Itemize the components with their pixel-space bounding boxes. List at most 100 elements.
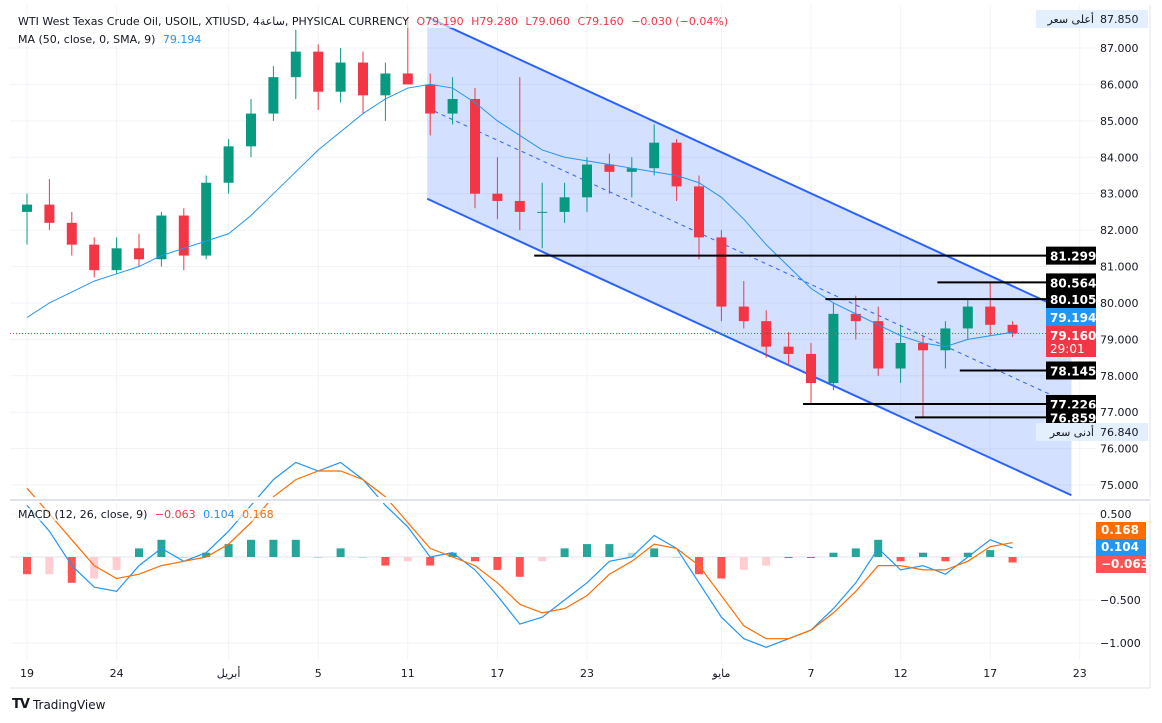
- macd-histogram-bar: [650, 548, 659, 557]
- macd-histogram-bar: [896, 557, 905, 562]
- candle-body: [111, 248, 122, 271]
- level-price-tag: [1046, 290, 1096, 309]
- macd-histogram-bar: [851, 548, 860, 557]
- candle-body: [178, 215, 189, 256]
- macd-label: MACD (12, 26, close, 9): [18, 508, 148, 521]
- macd-histogram-bar: [448, 552, 457, 557]
- date-tick-label: 11: [401, 667, 415, 680]
- candle-body: [649, 142, 660, 169]
- macd-histogram-bar: [247, 539, 255, 557]
- countdown-label: 29:01: [1050, 342, 1085, 356]
- candle-body: [828, 313, 839, 384]
- open-value: O79.190: [416, 15, 464, 28]
- macd-histogram-bar: [986, 550, 995, 557]
- macd-histogram-bar: [829, 552, 838, 557]
- macd-histogram-bar: [359, 557, 367, 558]
- candle-body: [738, 306, 749, 322]
- candle-body: [246, 113, 256, 147]
- macd-histogram-bar: [471, 557, 479, 562]
- macd-signal-tag: [1096, 522, 1146, 539]
- candle-body: [694, 186, 704, 238]
- price-tick-label: 78.000: [1100, 370, 1139, 383]
- candle-body: [1007, 324, 1018, 334]
- candle-body: [783, 346, 794, 354]
- candle-body: [537, 211, 548, 213]
- current-price-label: 79.160: [1050, 329, 1096, 343]
- signal-line: [26, 470, 1013, 640]
- low-value: L79.060: [525, 15, 570, 28]
- candle-body: [806, 353, 816, 384]
- macd-histogram-bar: [963, 552, 972, 557]
- candle-body: [918, 343, 928, 351]
- candle-body: [22, 204, 32, 212]
- current-price-tag: [1046, 326, 1096, 357]
- tradingview-footer[interactable]: TV TradingView: [12, 697, 105, 712]
- candle-body: [223, 146, 234, 183]
- level-price-label: 78.145: [1050, 364, 1096, 378]
- brand-name: TradingView: [32, 697, 106, 712]
- level-price-tag: [1046, 273, 1096, 292]
- macd-hist-tag-label: −0.063: [1101, 557, 1149, 571]
- macd-signal-value: 0.168: [242, 508, 274, 521]
- change-value: −0.030 (−0.04%): [631, 15, 729, 28]
- date-tick-label: 23: [580, 667, 594, 680]
- macd-histogram-bar: [807, 557, 815, 558]
- candle-body: [380, 73, 391, 96]
- candle-body: [985, 306, 996, 325]
- macd-histogram-bar: [919, 552, 927, 557]
- candle-body: [134, 248, 144, 260]
- macd-histogram-bar: [672, 557, 681, 558]
- channel-lower-line: [426, 197, 1072, 497]
- macd-histogram-bar: [538, 557, 547, 562]
- candle-body: [582, 164, 592, 198]
- high-value: H79.280: [471, 15, 518, 28]
- low-marker-label: أدنى سعر: [1049, 425, 1094, 439]
- low-marker-bg: [1036, 423, 1148, 441]
- level-price-label: 80.105: [1050, 293, 1096, 307]
- symbol-legend: WTI West Texas Crude Oil, USOIL, XTIUSD,…: [18, 15, 733, 28]
- candle-body: [156, 215, 167, 260]
- macd-histogram-bar: [112, 557, 121, 570]
- date-tick-label: 19: [20, 667, 34, 680]
- candle-body: [402, 73, 413, 85]
- macd-value: 0.104: [203, 508, 235, 521]
- candle-body: [626, 168, 637, 172]
- candle-body: [425, 84, 436, 114]
- macd-histogram-bar: [202, 552, 211, 557]
- candle-body: [89, 244, 100, 271]
- channel-upper-line: [426, 16, 1072, 315]
- candle-body: [201, 182, 212, 256]
- ma-price-tag: [1046, 308, 1096, 326]
- macd-histogram-bar: [605, 544, 614, 557]
- level-price-label: 80.564: [1050, 276, 1096, 290]
- candle-body: [895, 343, 906, 369]
- price-tick-label: 82.000: [1100, 224, 1139, 237]
- macd-tick-label: 0.500: [1100, 508, 1132, 521]
- price-tick-label: 75.000: [1100, 479, 1139, 492]
- macd-histogram-bar: [717, 557, 726, 579]
- price-tick-label: 77.000: [1100, 406, 1139, 419]
- macd-histogram-bar: [314, 557, 323, 558]
- date-tick-label: 17: [490, 667, 504, 680]
- macd-legend: MACD (12, 26, close, 9) −0.063 0.104 0.1…: [18, 508, 278, 521]
- macd-histogram-bar: [291, 539, 300, 557]
- candle-body: [559, 197, 570, 212]
- date-tick-label: مايو: [711, 667, 730, 680]
- date-tick-label: 12: [894, 667, 908, 680]
- candle-body: [335, 62, 346, 92]
- price-tick-label: 83.000: [1100, 188, 1139, 201]
- candle-body: [716, 237, 727, 307]
- macd-histogram-bar: [90, 557, 99, 579]
- candle-body: [940, 328, 951, 351]
- tradingview-logo-icon: TV: [12, 697, 30, 712]
- ma-line: [26, 83, 1013, 348]
- date-tick-label: 23: [1073, 667, 1087, 680]
- macd-hist-value: −0.063: [154, 508, 196, 521]
- price-tick-label: 76.000: [1100, 443, 1139, 456]
- level-price-label: 81.299: [1050, 250, 1096, 264]
- macd-tick-label: −0.500: [1100, 594, 1141, 607]
- macd-histogram-bar: [45, 557, 54, 575]
- macd-histogram-bar: [627, 552, 636, 557]
- level-price-tag: [1046, 246, 1096, 265]
